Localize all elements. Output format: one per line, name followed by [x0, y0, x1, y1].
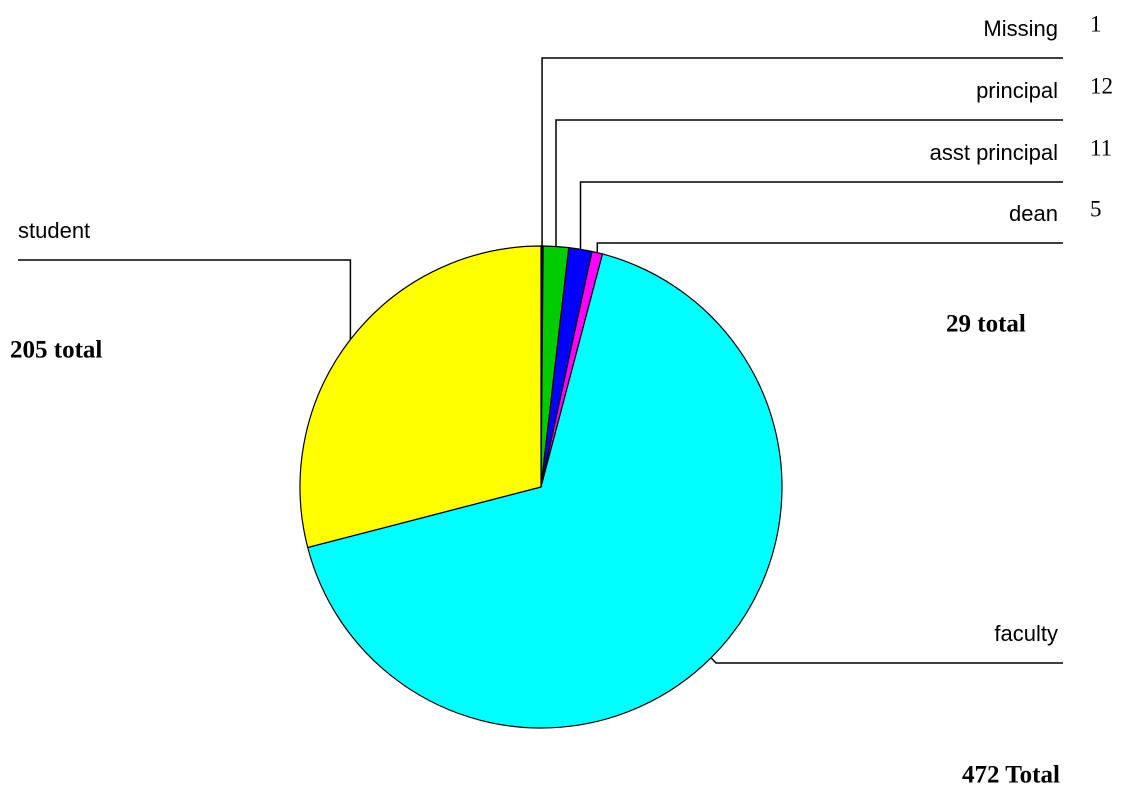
slice-label: student [18, 218, 90, 243]
slice-label: faculty [994, 621, 1058, 646]
annotation: 29 total [946, 311, 1026, 338]
leader-line [596, 242, 1063, 253]
leader-line [710, 657, 1063, 664]
annotation: 205 total [10, 337, 102, 364]
value-label: 12 [1090, 73, 1113, 98]
value-label: 5 [1090, 196, 1102, 221]
slice-label: asst principal [930, 140, 1058, 165]
annotation: 472 Total [962, 762, 1060, 789]
leader-line [18, 259, 352, 340]
slice-label: dean [1009, 201, 1058, 226]
leader-line [579, 181, 1063, 250]
slice-label: Missing [983, 16, 1058, 41]
value-label: 11 [1090, 135, 1112, 160]
leader-line [541, 57, 1063, 247]
value-label: 1 [1090, 11, 1102, 36]
pie-slice [306, 253, 783, 729]
leader-line [555, 119, 1063, 247]
slice-label: principal [976, 78, 1058, 103]
